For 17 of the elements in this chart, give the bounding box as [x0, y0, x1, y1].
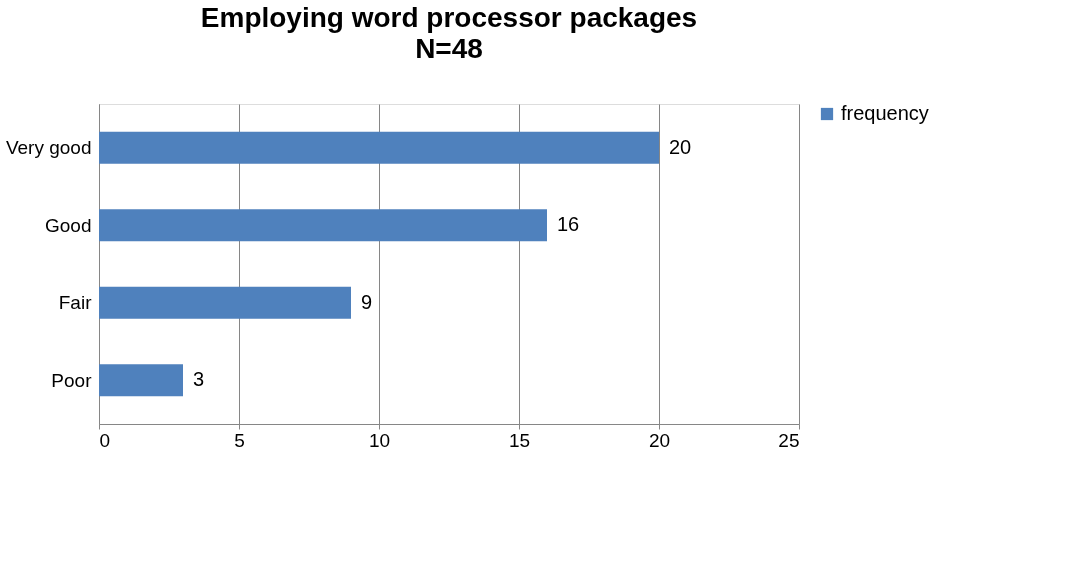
data-label: 9 — [361, 290, 373, 313]
data-label: 20 — [669, 135, 692, 158]
x-tick-label: 25 — [778, 429, 800, 451]
y-tick-label: Good — [45, 214, 92, 236]
chart-title: Employing word processor packages — [200, 2, 698, 33]
chart-subtitle: N=48 — [415, 33, 483, 64]
x-tick-label: 0 — [99, 429, 111, 451]
data-label: 3 — [193, 368, 205, 391]
x-tick-label: 15 — [508, 429, 531, 451]
data-label: 16 — [557, 213, 580, 236]
x-tick-label: 5 — [234, 429, 245, 451]
y-tick-label: Very good — [5, 137, 92, 159]
y-tick-label: Poor — [51, 369, 93, 391]
y-tick-label: Fair — [58, 292, 93, 314]
x-tick-label: 20 — [648, 429, 671, 451]
legend-label: frequency — [841, 102, 929, 124]
x-tick-label: 10 — [368, 429, 391, 451]
